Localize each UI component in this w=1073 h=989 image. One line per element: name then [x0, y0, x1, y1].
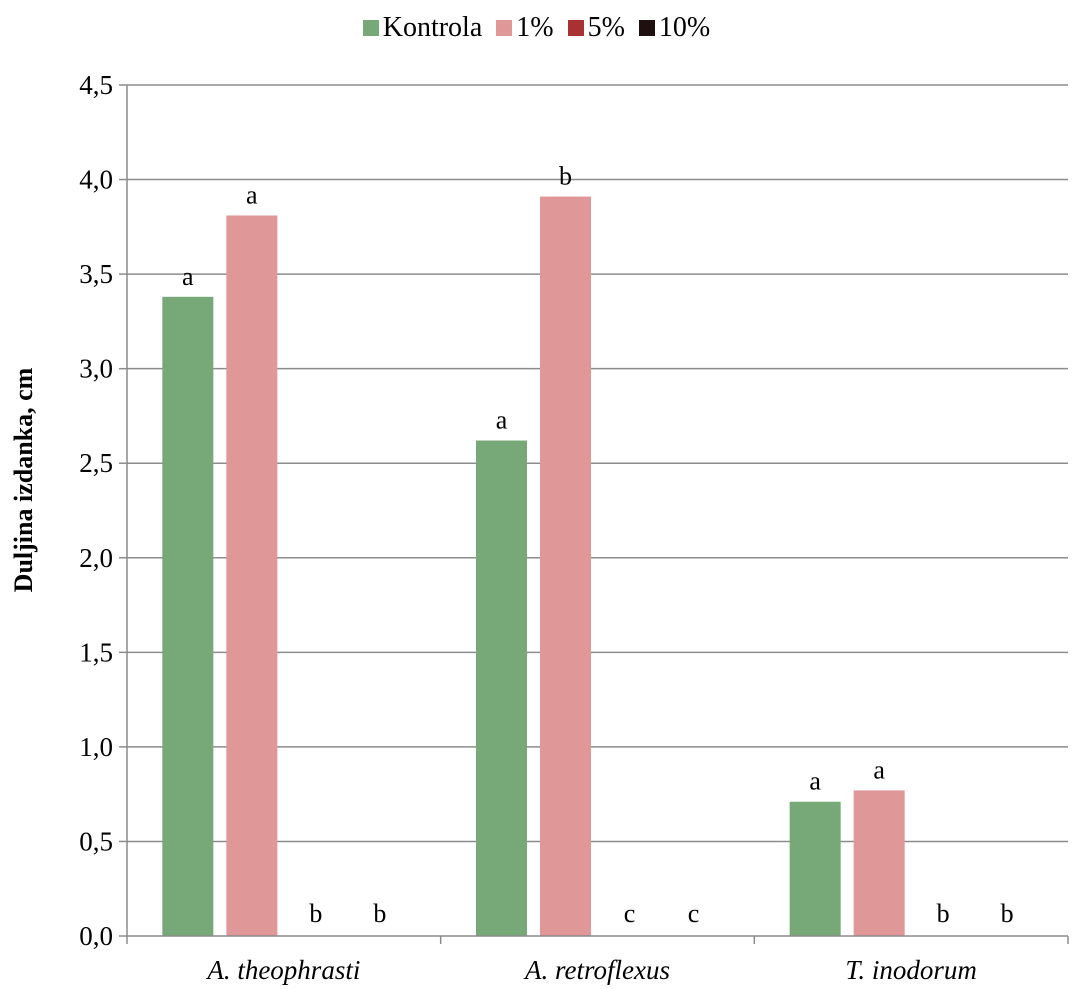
legend-swatch-5pct [567, 20, 584, 36]
significance-letter: b [373, 899, 386, 928]
bar [226, 215, 278, 936]
significance-letter: c [688, 899, 700, 928]
legend-swatch-1pct [496, 20, 513, 36]
legend-label-10pct: 10% [658, 12, 711, 43]
significance-letter: b [309, 899, 322, 928]
bar [162, 296, 214, 936]
legend-item-1pct: 1% [496, 12, 554, 44]
significance-letter: b [1001, 899, 1014, 928]
y-tick-label: 0,0 [79, 921, 113, 951]
y-tick-label: 4,5 [79, 70, 113, 100]
legend-swatch-10pct [638, 20, 655, 36]
significance-letter: b [937, 899, 950, 928]
y-tick-label: 3,5 [79, 259, 113, 289]
y-tick-label: 3,0 [79, 354, 113, 384]
y-axis-label: Duljina izdanka, cm [9, 367, 38, 592]
significance-letter: a [809, 767, 821, 796]
bar [789, 801, 841, 936]
chart-legend: Kontrola 1% 5% 10% [0, 12, 1073, 44]
significance-letter: a [496, 406, 508, 435]
bar [853, 790, 905, 936]
bar [476, 440, 527, 936]
x-category-label: A. retroflexus [523, 955, 670, 985]
significance-letters: a a b b a b c c a a b b [182, 162, 1014, 928]
y-tick-label: 1,0 [79, 732, 113, 762]
y-tick-label: 2,5 [79, 448, 113, 478]
y-tick-label: 0,5 [79, 826, 113, 856]
legend-label-1pct: 1% [516, 12, 554, 43]
significance-letter: b [559, 162, 572, 191]
x-category-label: A. theophrasti [205, 955, 360, 985]
bars [162, 196, 905, 936]
gridlines [127, 84, 1068, 843]
axes: 0,0 0,5 1,0 1,5 2,0 2,5 3,0 3,5 4,0 4,5 A. theophr… [79, 70, 1069, 985]
bar [540, 196, 591, 936]
legend-item-kontrola: Kontrola [362, 12, 483, 44]
legend-swatch-kontrola [362, 20, 379, 36]
legend-label-5pct: 5% [587, 12, 625, 43]
significance-letter: a [182, 262, 194, 291]
legend-item-5pct: 5% [567, 12, 625, 44]
legend-item-10pct: 10% [638, 12, 711, 44]
legend-label-kontrola: Kontrola [382, 12, 483, 43]
x-category-label: T. inodorum [845, 955, 977, 985]
y-tick-label: 1,5 [79, 637, 113, 667]
significance-letter: a [246, 180, 258, 209]
significance-letter: a [873, 755, 885, 784]
significance-letter: c [624, 899, 636, 928]
y-tick-label: 2,0 [79, 543, 113, 573]
y-tick-label: 4,0 [79, 165, 113, 195]
